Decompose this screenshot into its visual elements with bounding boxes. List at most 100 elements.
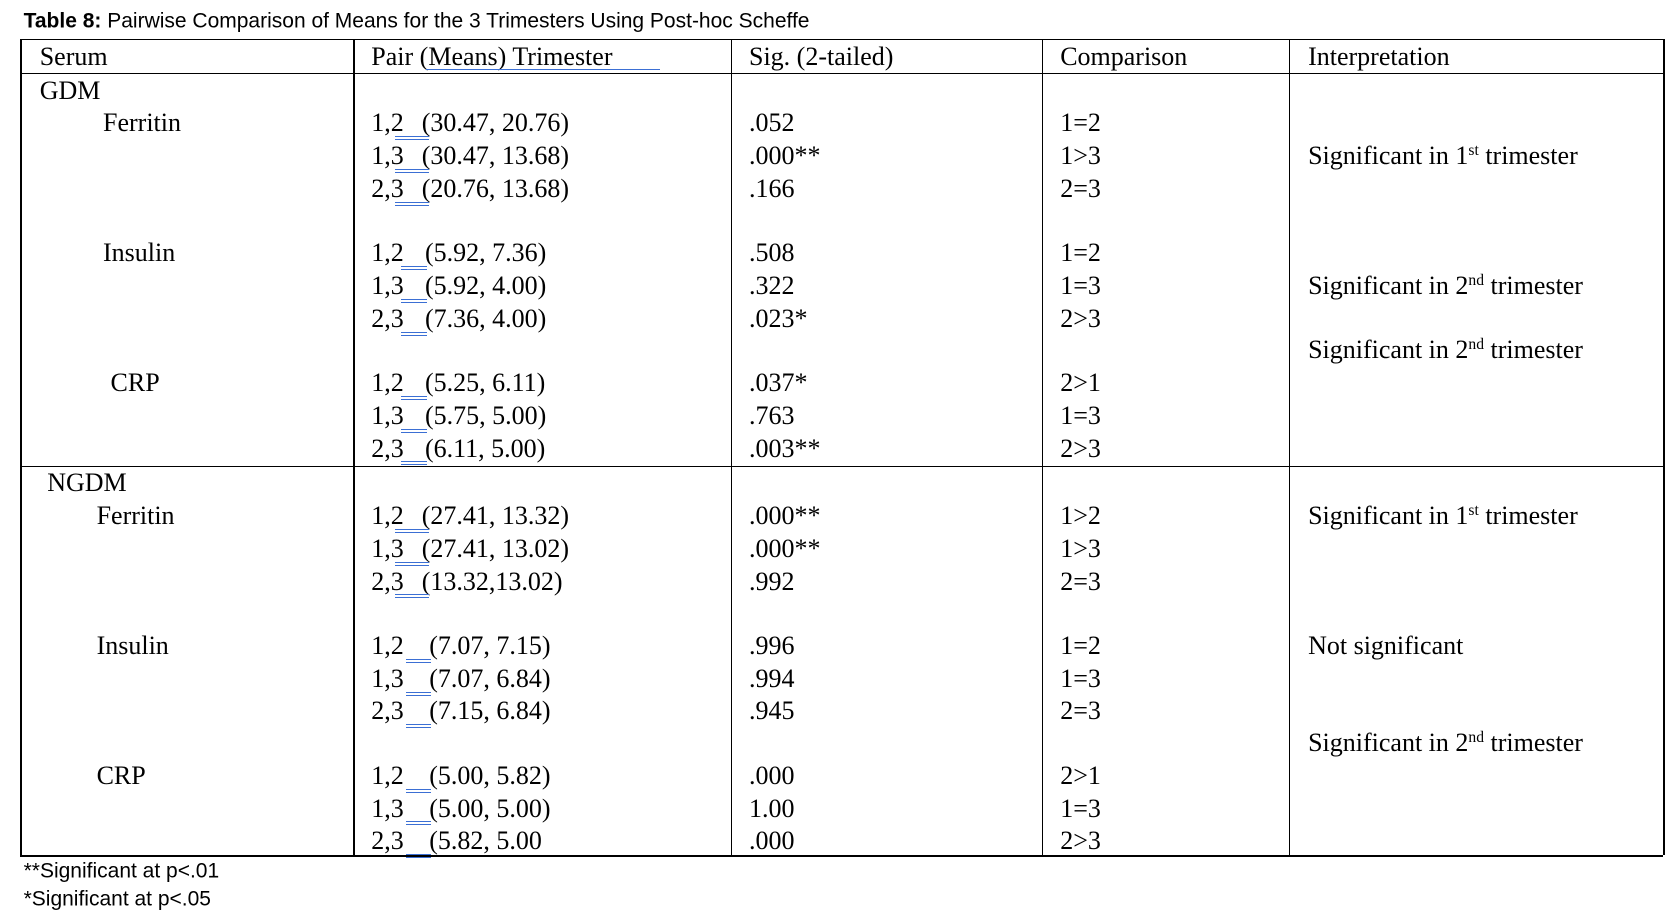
pair: 2,3 [371, 303, 404, 333]
link-underline [401, 331, 428, 336]
link-underline [405, 724, 432, 729]
comparison: 2=3 [1060, 173, 1101, 203]
pair: 1,3 [371, 663, 404, 693]
means: (13.32,13.02) [421, 566, 563, 596]
significance: .000** [749, 141, 821, 171]
group-name: NGDM [47, 467, 127, 497]
comparison: 1=3 [1060, 793, 1101, 823]
pair: 1,3 [371, 270, 404, 300]
comparison: 1=2 [1060, 108, 1101, 138]
rule [1041, 38, 1044, 856]
pair: 2,3 [371, 173, 404, 203]
comparison: 2>1 [1060, 368, 1101, 398]
pair: 2,3 [371, 433, 404, 463]
pair: 1,3 [371, 141, 404, 171]
table-title: Table 8: Pairwise Comparison of Means fo… [24, 11, 810, 32]
means: (7.07, 6.84) [429, 663, 551, 693]
link-underline [405, 854, 432, 859]
link-underline [405, 788, 432, 793]
significance: .000** [749, 533, 821, 563]
comparison: 2>3 [1060, 303, 1101, 333]
link-underline [426, 68, 660, 71]
significance: .023* [749, 303, 808, 333]
column-header: Comparison [1060, 41, 1188, 71]
means: (5.25, 6.11) [424, 368, 546, 398]
significance: .994 [749, 663, 795, 693]
link-underline [394, 169, 430, 173]
means: (27.41, 13.32) [421, 501, 570, 531]
interpretation-part: nd [1468, 336, 1484, 354]
rule [20, 855, 1664, 857]
significance: .000 [749, 826, 795, 856]
interpretation-part: nd [1468, 271, 1484, 289]
means: (5.00, 5.82) [429, 760, 551, 790]
title-label: Table 8: [23, 9, 102, 33]
significance: .996 [749, 630, 795, 660]
serum-name: CRP [96, 760, 146, 790]
serum-name: Insulin [96, 630, 169, 660]
comparison: 1>3 [1060, 141, 1101, 171]
rule [20, 38, 22, 856]
interpretation-part: Significant in 2 [1308, 728, 1469, 758]
means: (20.76, 13.68) [421, 173, 570, 203]
pair: 1,3 [371, 533, 404, 563]
link-underline [401, 461, 428, 466]
significance: .037* [749, 368, 808, 398]
means: (6.11, 5.00) [424, 433, 546, 463]
comparison: 2>3 [1060, 433, 1101, 463]
link-underline [405, 658, 432, 663]
comparison: 1>2 [1060, 501, 1101, 531]
means: (7.07, 7.15) [429, 630, 551, 660]
comparison: 1=3 [1060, 400, 1101, 430]
significance: .000 [749, 760, 795, 790]
means: (27.41, 13.02) [421, 533, 570, 563]
pair: 1,3 [371, 400, 404, 430]
interpretation-part: Significant in 1 [1308, 141, 1469, 171]
link-underline [394, 561, 430, 566]
comparison: 1=2 [1060, 238, 1101, 268]
comparison: 2>3 [1060, 826, 1101, 856]
rule [20, 465, 1664, 468]
rule [1288, 38, 1291, 856]
pair: 1,2 [371, 108, 404, 138]
interpretation: Significant in 2nd trimester [1308, 337, 1583, 363]
interpretation: Significant in 1st trimester [1308, 503, 1578, 529]
comparison: 1>3 [1060, 533, 1101, 563]
comparison: 2>1 [1060, 760, 1101, 790]
pair: 1,2 [371, 238, 404, 268]
pair: 1,3 [371, 793, 404, 823]
interpretation-part: trimester [1478, 501, 1578, 531]
means: (5.92, 7.36) [424, 238, 547, 268]
significance: .003** [749, 433, 821, 463]
comparison: 1=3 [1060, 270, 1101, 300]
pair: 1,2 [371, 501, 404, 531]
interpretation: Significant in 1st trimester [1308, 143, 1578, 169]
interpretation-part: trimester [1478, 141, 1578, 171]
rule [20, 72, 1664, 75]
rule [353, 38, 355, 856]
significance: .992 [749, 566, 795, 596]
link-underline [394, 136, 430, 141]
interpretation-part: Significant in 2 [1308, 271, 1469, 301]
interpretation-part: nd [1468, 728, 1484, 746]
significance: 1.00 [749, 793, 795, 823]
significance: .322 [749, 270, 795, 300]
footnote: **Significant at p<.01 [23, 859, 220, 883]
means: (5.75, 5.00) [424, 400, 547, 430]
link-underline [401, 298, 428, 303]
pair: 1,2 [371, 368, 404, 398]
significance: .000** [749, 501, 821, 531]
column-header: Sig. (2-tailed) [749, 41, 894, 71]
means: (5.92, 4.00) [424, 270, 547, 300]
significance: .763 [749, 400, 795, 430]
column-header: Serum [39, 41, 108, 71]
comparison: 2=3 [1060, 566, 1101, 596]
interpretation-part: trimester [1484, 335, 1583, 365]
significance: .508 [749, 238, 795, 268]
interpretation-part: Significant in 1 [1308, 501, 1469, 531]
interpretation: Not significant [1308, 632, 1463, 659]
link-underline [401, 395, 428, 400]
means: (30.47, 13.68) [421, 141, 570, 171]
interpretation-part: st [1468, 501, 1479, 519]
